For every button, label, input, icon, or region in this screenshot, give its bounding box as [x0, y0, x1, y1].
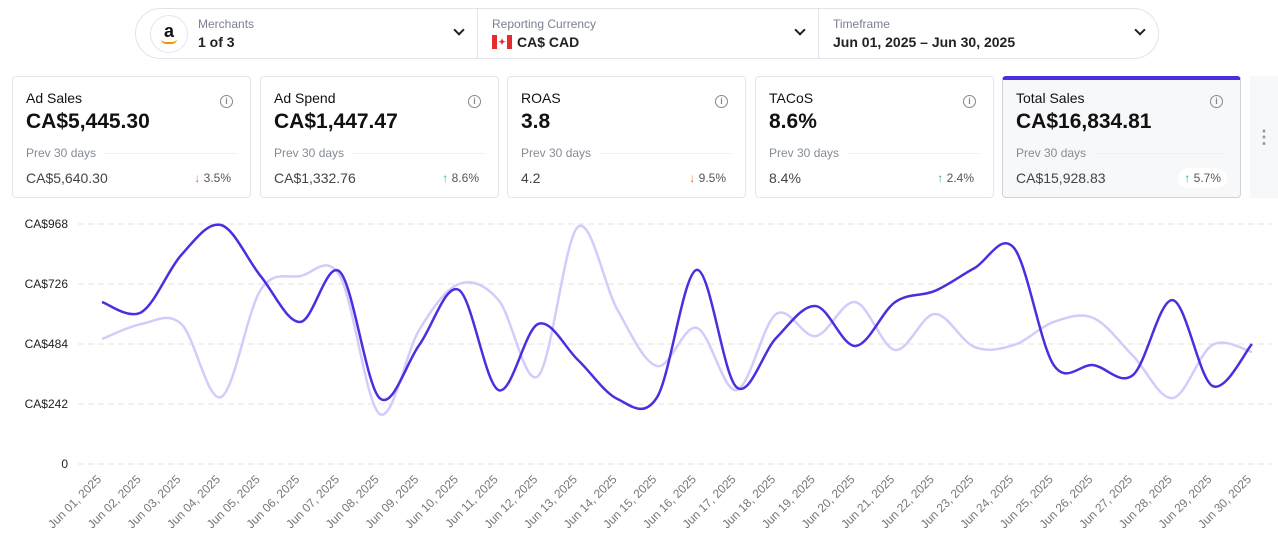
timeframe-dropdown[interactable]: Timeframe Jun 01, 2025 – Jun 30, 2025: [818, 9, 1158, 58]
chevron-down-icon: [1134, 24, 1146, 36]
prev-value: CA$5,640.30: [26, 170, 108, 186]
canada-flag-icon: ✦: [492, 35, 512, 49]
chevron-down-icon: [453, 24, 465, 36]
metric-title: TACoS: [769, 90, 814, 106]
timeframe-value: Jun 01, 2025 – Jun 30, 2025: [833, 34, 1016, 50]
previous-period-line: [101, 224, 1253, 416]
metric-card-tacos[interactable]: TACoS i 8.6% Prev 30 days 8.4% ↑ 2.4%: [755, 76, 994, 198]
more-options-button[interactable]: ⋮: [1250, 76, 1278, 198]
currency-value: CA$ CAD: [517, 34, 580, 50]
change-value: 8.6%: [451, 171, 479, 185]
y-tick-label: CA$484: [25, 337, 69, 351]
arrow-up-icon: ↑: [442, 171, 449, 185]
divider: [352, 152, 485, 154]
divider: [1094, 152, 1227, 154]
info-icon[interactable]: i: [715, 95, 728, 108]
timeframe-label: Timeframe: [833, 17, 890, 31]
prev-value: 4.2: [521, 170, 541, 186]
kebab-icon: ⋮: [1255, 126, 1273, 147]
metric-card-roas[interactable]: ROAS i 3.8 Prev 30 days 4.2 ↓ 9.5%: [507, 76, 746, 198]
change-value: 2.4%: [946, 171, 974, 185]
filter-bar: a Merchants 1 of 3 Reporting Currency ✦ C…: [135, 8, 1159, 59]
change-value: 5.7%: [1193, 171, 1221, 185]
prev-value: CA$1,332.76: [274, 170, 356, 186]
arrow-down-icon: ↓: [689, 171, 696, 185]
metric-value: 8.6%: [769, 110, 817, 133]
y-tick-label: CA$968: [25, 217, 69, 231]
divider: [104, 152, 237, 154]
merchants-value: 1 of 3: [198, 34, 235, 50]
metric-value: CA$16,834.81: [1016, 110, 1152, 133]
change-value: 9.5%: [698, 171, 726, 185]
divider: [847, 152, 980, 154]
merchants-label: Merchants: [198, 17, 255, 31]
prev-label: Prev 30 days: [521, 146, 592, 160]
currency-label: Reporting Currency: [492, 17, 597, 31]
y-tick-label: 0: [61, 457, 68, 471]
y-tick-label: CA$726: [25, 277, 69, 291]
metric-card-ad-spend[interactable]: Ad Spend i CA$1,447.47 Prev 30 days CA$1…: [260, 76, 499, 198]
change-badge: ↓ 3.5%: [188, 168, 237, 188]
metric-value: CA$1,447.47: [274, 110, 398, 133]
arrow-up-icon: ↑: [937, 171, 944, 185]
metric-value: CA$5,445.30: [26, 110, 150, 133]
merchants-dropdown[interactable]: a Merchants 1 of 3: [136, 9, 477, 58]
info-icon[interactable]: i: [1210, 95, 1223, 108]
arrow-down-icon: ↓: [194, 171, 201, 185]
y-tick-label: CA$242: [25, 397, 69, 411]
metric-card-ad-sales[interactable]: Ad Sales i CA$5,445.30 Prev 30 days CA$5…: [12, 76, 251, 198]
metric-title: Ad Spend: [274, 90, 336, 106]
metric-card-total-sales[interactable]: Total Sales i CA$16,834.81 Prev 30 days …: [1002, 76, 1241, 198]
chevron-down-icon: [794, 24, 806, 36]
change-badge: ↑ 5.7%: [1178, 168, 1227, 188]
current-period-line: [101, 223, 1253, 411]
metric-title: ROAS: [521, 90, 561, 106]
info-icon[interactable]: i: [220, 95, 233, 108]
prev-label: Prev 30 days: [769, 146, 840, 160]
info-icon[interactable]: i: [963, 95, 976, 108]
prev-label: Prev 30 days: [26, 146, 97, 160]
amazon-logo-icon: a: [150, 14, 188, 53]
change-badge: ↓ 9.5%: [683, 168, 732, 188]
change-badge: ↑ 2.4%: [931, 168, 980, 188]
prev-label: Prev 30 days: [1016, 146, 1087, 160]
change-badge: ↑ 8.6%: [436, 168, 485, 188]
prev-value: CA$15,928.83: [1016, 170, 1106, 186]
change-value: 3.5%: [203, 171, 231, 185]
prev-value: 8.4%: [769, 170, 801, 186]
currency-dropdown[interactable]: Reporting Currency ✦ CA$ CAD: [477, 9, 818, 58]
arrow-up-icon: ↑: [1184, 171, 1191, 185]
info-icon[interactable]: i: [468, 95, 481, 108]
prev-label: Prev 30 days: [274, 146, 345, 160]
metric-title: Total Sales: [1016, 90, 1085, 106]
metric-title: Ad Sales: [26, 90, 83, 106]
divider: [599, 152, 732, 154]
metric-value: 3.8: [521, 110, 551, 133]
